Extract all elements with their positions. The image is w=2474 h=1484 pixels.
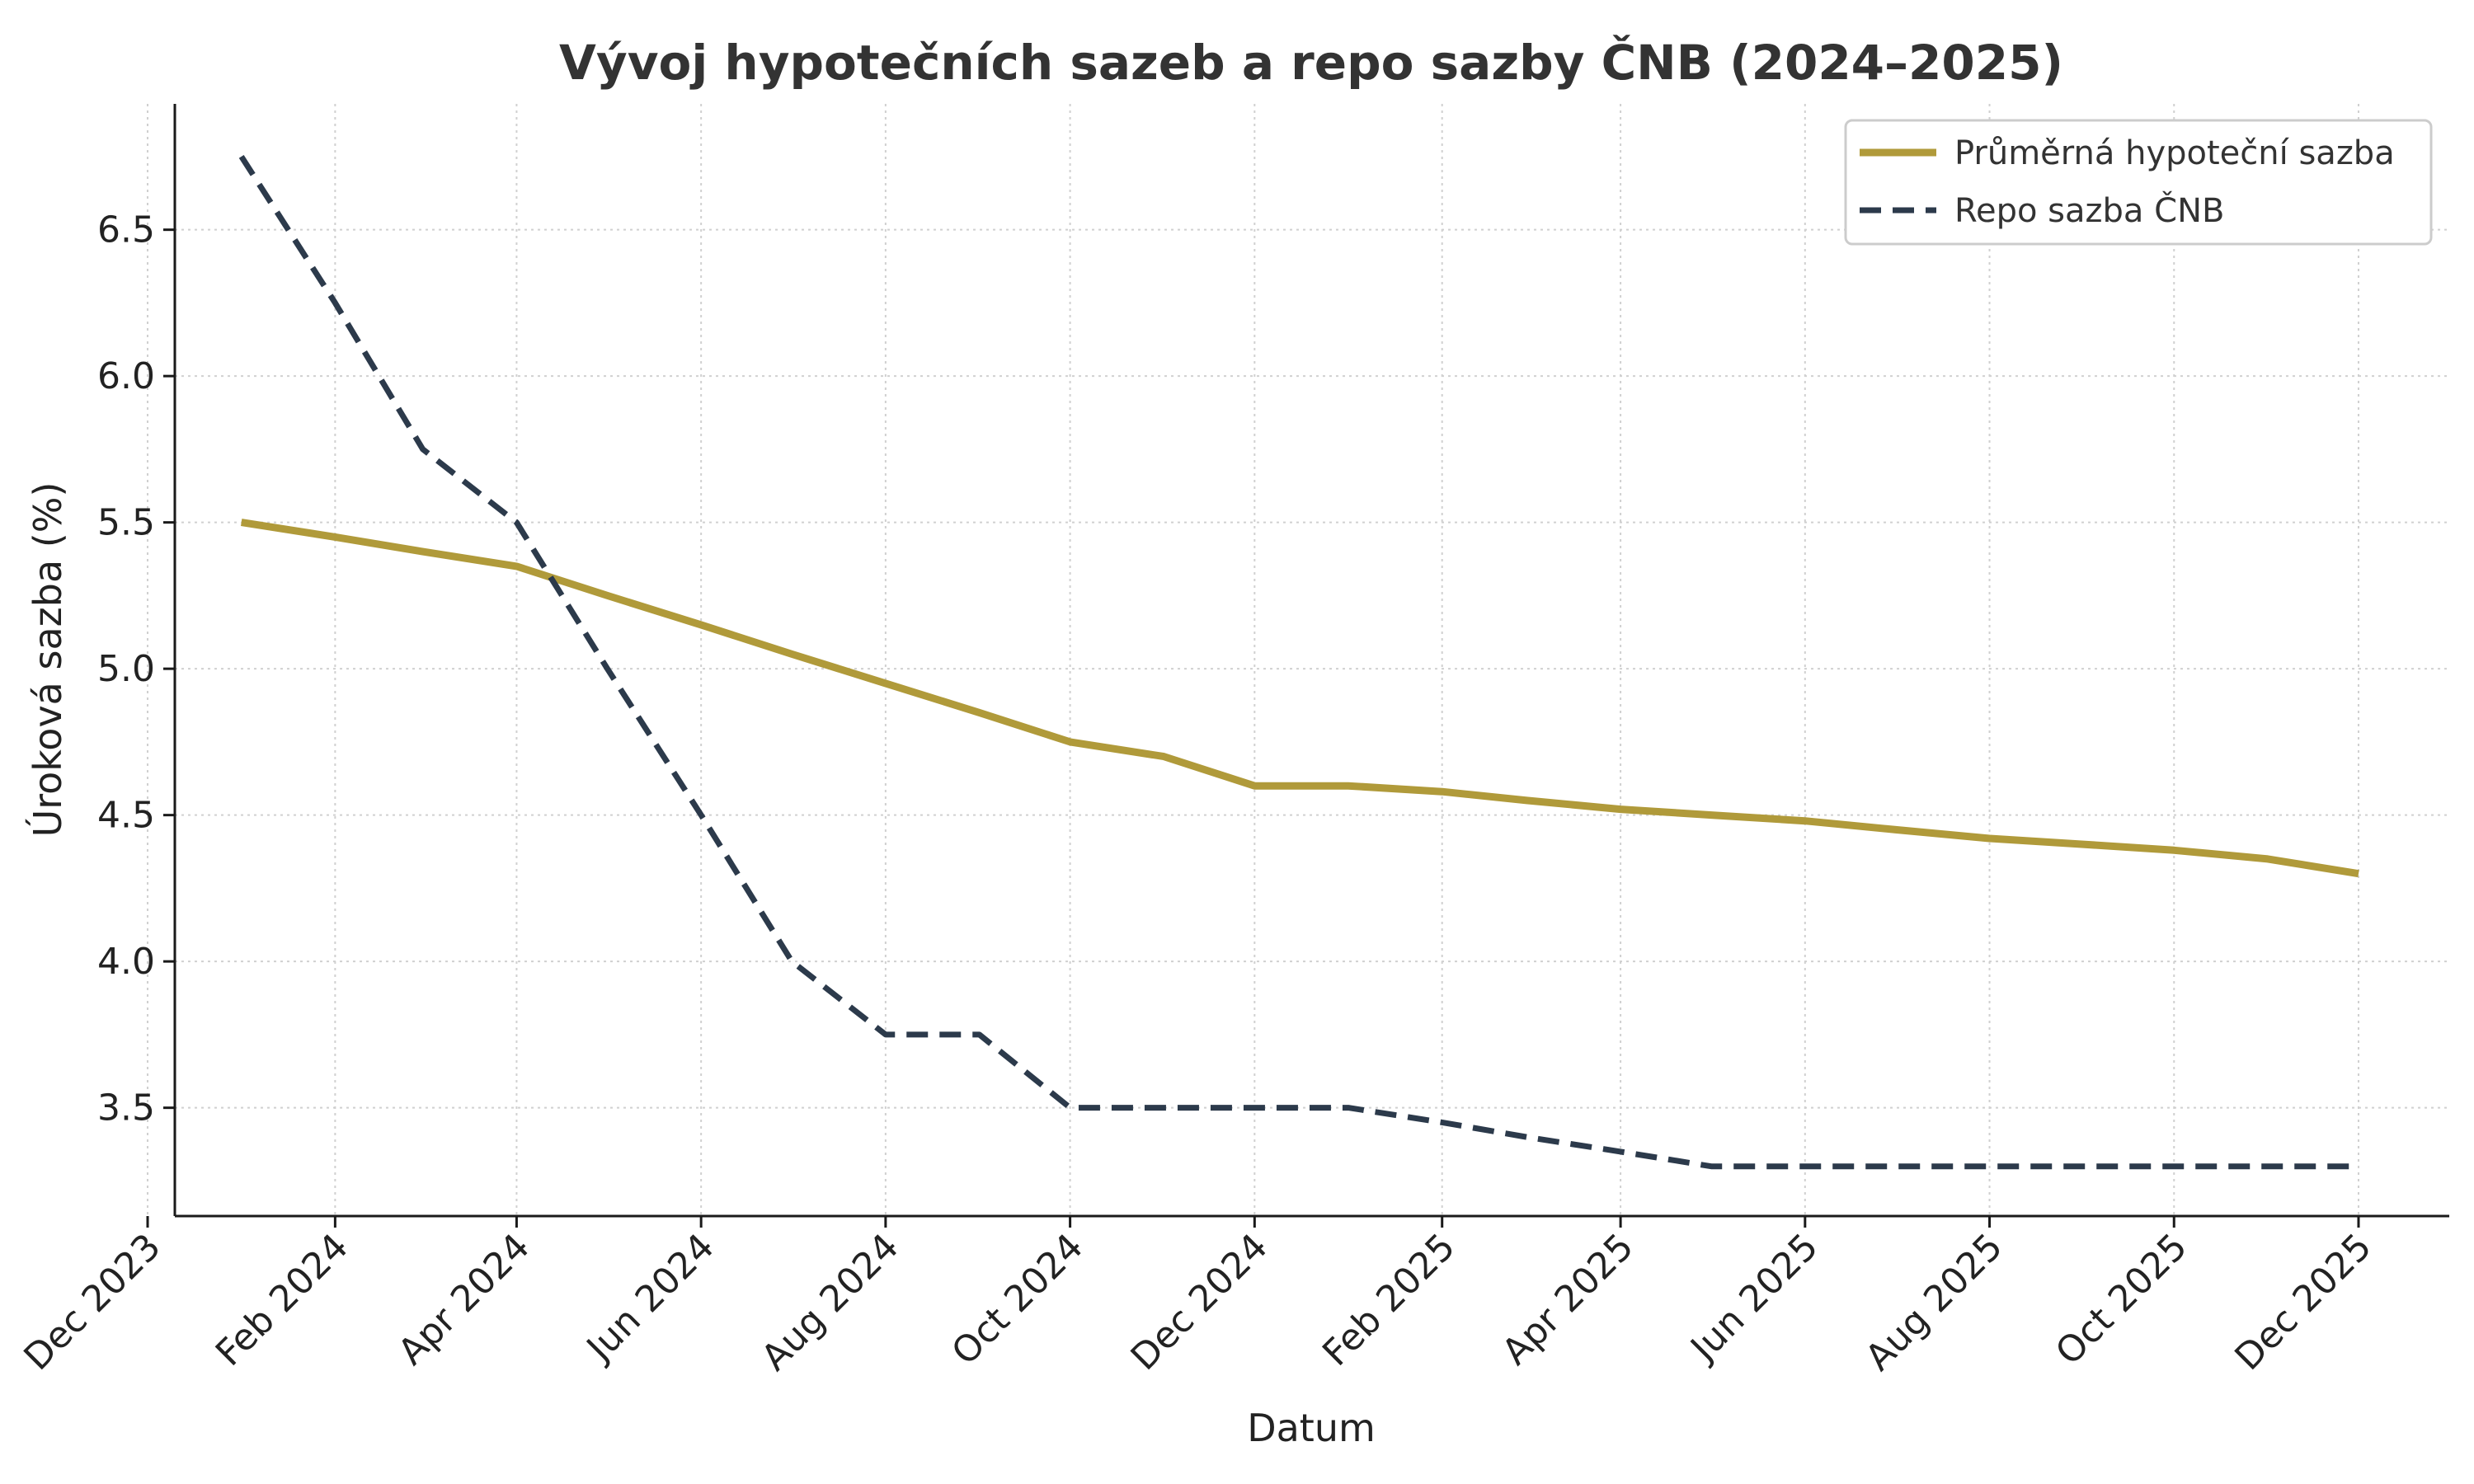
y-tick-label: 4.0 xyxy=(97,941,155,983)
y-tick-label: 5.5 xyxy=(97,502,155,544)
y-axis-title: Úroková sazba (%) xyxy=(26,482,70,838)
legend-label-mortgage: Průměrná hypoteční sazba xyxy=(1954,134,2395,172)
y-tick-label: 4.5 xyxy=(97,795,155,837)
legend: Průměrná hypoteční sazba Repo sazba ČNB xyxy=(1844,119,2433,246)
y-tick-label: 3.5 xyxy=(97,1087,155,1129)
series-line-0 xyxy=(241,519,2359,878)
legend-frame xyxy=(1844,119,2433,246)
series-group xyxy=(238,155,2359,1170)
y-tick-label: 5.0 xyxy=(97,648,155,690)
y-axis-ticks: 3.5 4.0 4.5 5.0 5.5 6.0 6.5 xyxy=(97,209,175,1129)
grid xyxy=(146,104,2449,1216)
chart-title: Vývoj hypotečních sazeb a repo sazby ČNB… xyxy=(559,34,2063,91)
series-line-1 xyxy=(238,155,2359,1170)
y-tick-label: 6.0 xyxy=(97,355,155,397)
y-tick-label: 6.5 xyxy=(97,209,155,251)
x-axis-title: Datum xyxy=(1247,1406,1376,1450)
legend-label-repo: Repo sazba ČNB xyxy=(1954,190,2224,230)
